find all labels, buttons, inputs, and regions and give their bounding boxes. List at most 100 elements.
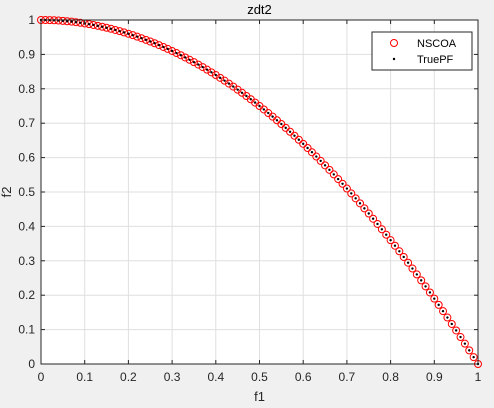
truepf-point [371,217,375,220]
nscoa-point [439,307,448,316]
nscoa-point [412,270,421,279]
nscoa-point [351,194,360,203]
nscoa-point [150,39,159,48]
nscoa-point [207,68,216,77]
truepf-point [253,101,257,104]
nscoa-point [329,170,338,179]
nscoa-point [338,179,347,188]
nscoa-point [430,294,439,303]
truepf-point [472,355,475,359]
nscoa-point [181,53,190,62]
series [37,16,482,368]
nscoa-point [312,152,321,161]
truepf-point [249,98,252,101]
truepf-point [166,47,169,51]
nscoa-point [360,204,369,213]
y-tick-label: 0.7 [18,116,35,130]
truepf-point [188,58,191,61]
truepf-point [240,91,244,94]
truepf-point [223,79,226,82]
nscoa-point [111,25,120,34]
chart-title: zdt2 [247,2,272,17]
truepf-point [170,49,174,53]
truepf-point [70,20,73,23]
nscoa-point [198,63,207,72]
x-tick-label: 0.9 [426,370,443,384]
truepf-point [275,119,279,122]
nscoa-point [194,60,203,69]
x-tick-label: 0.8 [382,370,399,384]
nscoa-point [146,37,155,46]
truepf-point [92,23,95,27]
legend-marker-nscoa [390,39,398,47]
truepf-point [192,60,196,64]
truepf-point [149,40,152,43]
nscoa-point [321,161,330,170]
nscoa-point [465,346,474,355]
truepf-point [210,71,213,74]
nscoa-point [456,333,465,342]
nscoa-point [115,27,124,36]
truepf-point [463,342,467,345]
truepf-point [162,45,165,49]
nscoa-point [137,34,146,43]
truepf-point [428,291,432,294]
nscoa-point [185,55,194,64]
truepf-point [332,173,335,176]
truepf-point [402,255,405,259]
truepf-point [302,142,305,146]
truepf-point [218,76,222,80]
truepf-point [96,24,100,28]
truepf-point [205,68,209,71]
truepf-point [258,104,261,108]
nscoa-point [120,28,129,37]
nscoa-point [443,313,452,322]
x-tick-label: 0.6 [295,370,312,384]
truepf-point [424,285,427,288]
truepf-point [127,32,130,35]
nscoa-point [408,264,417,273]
y-tick-label: 1 [28,13,35,27]
truepf-point [114,28,117,32]
nscoa-point [211,71,220,80]
nscoa-point [395,247,404,256]
nscoa-point [168,46,177,55]
nscoa-point [133,32,142,41]
y-tick-label: 0.3 [18,254,35,268]
truepf-point [385,233,388,236]
nscoa-point [93,21,102,30]
nscoa-point [216,73,225,82]
truepf-point [66,20,69,23]
truepf-point [306,146,309,150]
truepf-point [157,43,161,47]
truepf-point [341,182,344,185]
nscoa-point [106,24,115,33]
x-tick-label: 0.1 [76,370,93,384]
y-tick-label: 0.9 [18,47,35,61]
truepf-point [201,65,204,69]
truepf-point [350,192,353,195]
truepf-point [179,54,183,57]
truepf-point [140,36,143,40]
truepf-point [288,130,292,133]
truepf-point [406,261,410,264]
nscoa-point [417,276,426,285]
nscoa-point [299,139,308,148]
x-tick-label: 0 [38,370,45,384]
nscoa-point [154,41,163,50]
truepf-point [389,238,392,242]
grid [40,19,479,365]
nscoa-point [342,184,351,193]
truepf-point [367,212,370,215]
nscoa-point [356,199,365,208]
truepf-point [433,297,436,300]
truepf-point [118,29,121,33]
nscoa-point [452,326,461,335]
truepf-point [459,335,462,339]
legend-box [371,31,473,71]
truepf-point [297,138,301,141]
y-tick-label: 0.2 [18,288,35,302]
truepf-point [319,159,322,163]
x-tick-label: 0.5 [251,370,268,384]
